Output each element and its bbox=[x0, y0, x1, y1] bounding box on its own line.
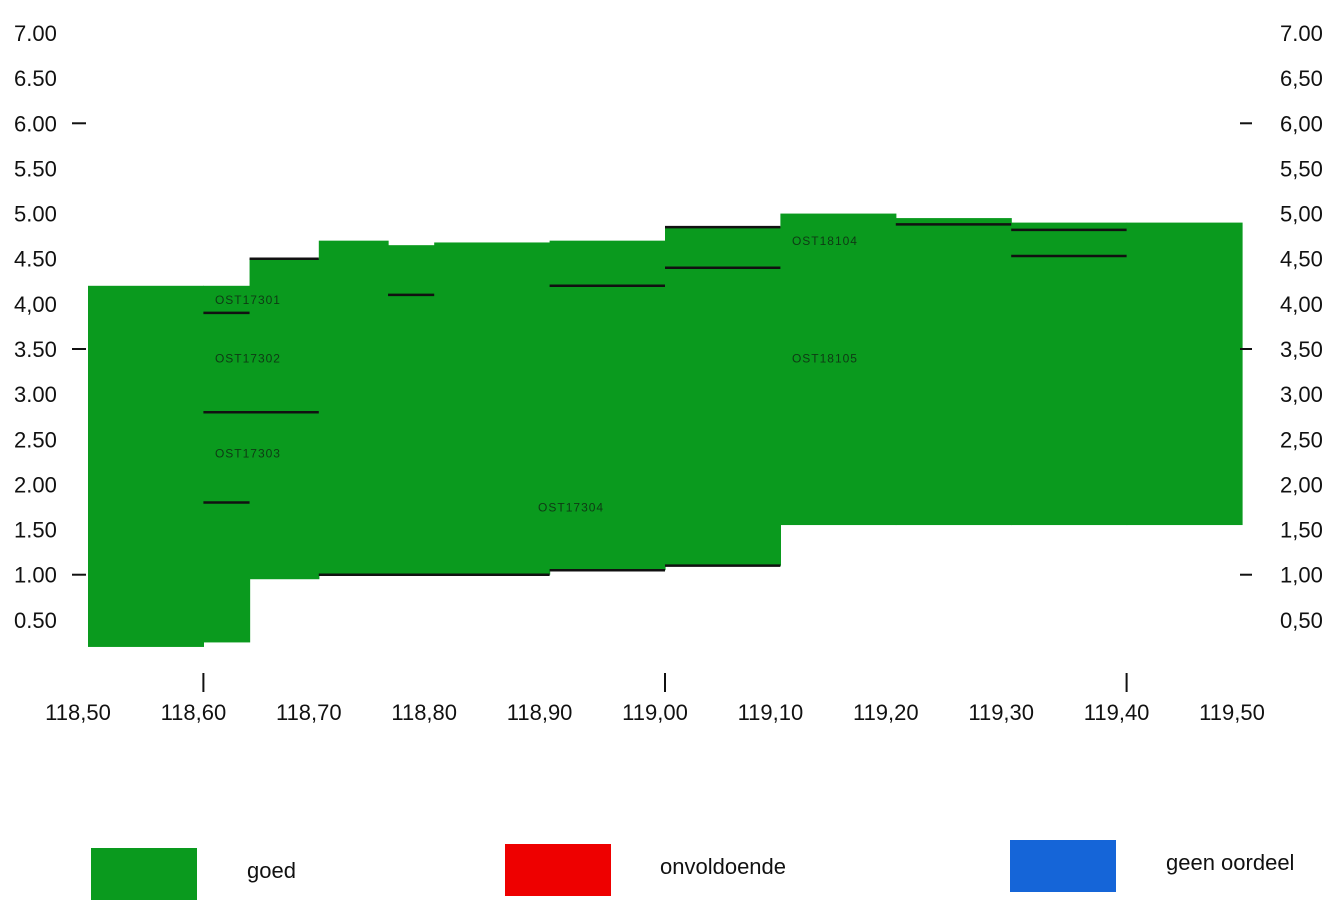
segment-labels: OST17301 OST17302 OST17303 OST17304 OST18104… bbox=[215, 234, 858, 515]
left-y-tick-label-11: 1.50 bbox=[14, 518, 57, 543]
area-segment-9 bbox=[895, 218, 1012, 526]
right-y-tick-label-9: 2,50 bbox=[1280, 427, 1323, 452]
boundary-lines bbox=[203, 223, 1127, 576]
x-tick-label-1: 118,60 bbox=[161, 700, 227, 725]
x-tick-label-3: 118,80 bbox=[391, 700, 457, 725]
right-y-axis: 7.00 6,50 6,00 5,50 5,00 4,50 4,00 3,50 3,00 2,50… bbox=[1240, 21, 1323, 633]
right-y-tick-label-10: 2,00 bbox=[1280, 472, 1323, 497]
area-segment-3 bbox=[318, 240, 389, 575]
left-y-tick-label-0: 7.00 bbox=[14, 21, 57, 46]
legend-swatch-geen-oordeel bbox=[1010, 840, 1116, 892]
left-y-axis: 7.00 6.50 6.00 5.50 5.00 4.50 4,00 3.50 3.00 2.50… bbox=[14, 21, 86, 633]
area-segment-0 bbox=[88, 285, 204, 647]
area-segment-8 bbox=[780, 213, 897, 526]
x-tick-label-10: 119,50 bbox=[1199, 700, 1265, 725]
right-y-tick-label-1: 6,50 bbox=[1280, 66, 1323, 91]
segment-label-3: OST17304 bbox=[538, 501, 604, 515]
segment-label-5: OST18105 bbox=[792, 352, 858, 366]
area-segment-11 bbox=[1126, 222, 1243, 526]
x-tick-label-0: 118,50 bbox=[45, 700, 111, 725]
right-y-tick-label-12: 1,00 bbox=[1280, 563, 1323, 588]
legend-swatch-onvoldoende bbox=[505, 844, 611, 896]
area-segment-6 bbox=[549, 240, 666, 571]
right-y-tick-label-8: 3,00 bbox=[1280, 382, 1323, 407]
legend-label-geen-oordeel: geen oordeel bbox=[1166, 850, 1295, 875]
segment-label-1: OST17302 bbox=[215, 352, 281, 366]
left-y-tick-label-10: 2.00 bbox=[14, 472, 57, 497]
x-tick-label-5: 119,00 bbox=[622, 700, 688, 725]
area-segment-7 bbox=[665, 227, 781, 566]
left-y-tick-label-4: 5.00 bbox=[14, 202, 57, 227]
legend-swatch-goed bbox=[91, 848, 197, 900]
left-y-tick-label-6: 4,00 bbox=[14, 292, 57, 317]
x-tick-label-7: 119,20 bbox=[853, 700, 919, 725]
right-y-tick-label-4: 5,00 bbox=[1280, 202, 1323, 227]
right-y-tick-label-0: 7.00 bbox=[1280, 21, 1323, 46]
x-tick-label-2: 118,70 bbox=[276, 700, 342, 725]
right-y-tick-label-5: 4,50 bbox=[1280, 247, 1323, 272]
right-y-tick-label-13: 0,50 bbox=[1280, 608, 1323, 633]
right-y-tick-label-6: 4,00 bbox=[1280, 292, 1323, 317]
left-y-tick-label-12: 1.00 bbox=[14, 563, 57, 588]
x-tick-label-8: 119,30 bbox=[968, 700, 1034, 725]
right-y-tick-label-2: 6,00 bbox=[1280, 111, 1323, 136]
chart-area: OST17301 OST17302 OST17303 OST17304 OST18104… bbox=[14, 21, 1323, 725]
area-segment-2 bbox=[249, 258, 320, 580]
plot-layer bbox=[88, 213, 1243, 647]
x-tick-label-9: 119,40 bbox=[1084, 700, 1150, 725]
right-y-tick-label-3: 5,50 bbox=[1280, 156, 1323, 181]
left-y-tick-label-1: 6.50 bbox=[14, 66, 57, 91]
segment-label-4: OST18104 bbox=[792, 234, 858, 248]
area-segment-5 bbox=[434, 242, 551, 575]
left-y-tick-label-8: 3.00 bbox=[14, 382, 57, 407]
legend-label-onvoldoende: onvoldoende bbox=[660, 854, 787, 879]
x-tick-label-6: 119,10 bbox=[738, 700, 804, 725]
left-y-tick-label-5: 4.50 bbox=[14, 247, 57, 272]
area-segment-1 bbox=[203, 285, 251, 643]
area-segment-10 bbox=[1011, 222, 1128, 526]
x-axis: 118,50 118,60 118,70 118,80 118,90 119,00 119,… bbox=[45, 673, 1265, 725]
left-y-tick-label-9: 2.50 bbox=[14, 427, 57, 452]
legend-label-goed: goed bbox=[247, 858, 296, 883]
x-tick-label-4: 118,90 bbox=[507, 700, 573, 725]
segment-label-0: OST17301 bbox=[215, 293, 281, 307]
area-segment-4 bbox=[388, 245, 435, 575]
segment-label-2: OST17303 bbox=[215, 446, 281, 460]
left-y-tick-label-2: 6.00 bbox=[14, 111, 57, 136]
right-y-tick-label-11: 1,50 bbox=[1280, 518, 1323, 543]
left-y-tick-label-3: 5.50 bbox=[14, 156, 57, 181]
legend: goed onvoldoende geen oordeel bbox=[0, 838, 1342, 900]
right-y-tick-label-7: 3,50 bbox=[1280, 337, 1323, 362]
left-y-tick-label-13: 0.50 bbox=[14, 608, 57, 633]
left-y-tick-label-7: 3.50 bbox=[14, 337, 57, 362]
